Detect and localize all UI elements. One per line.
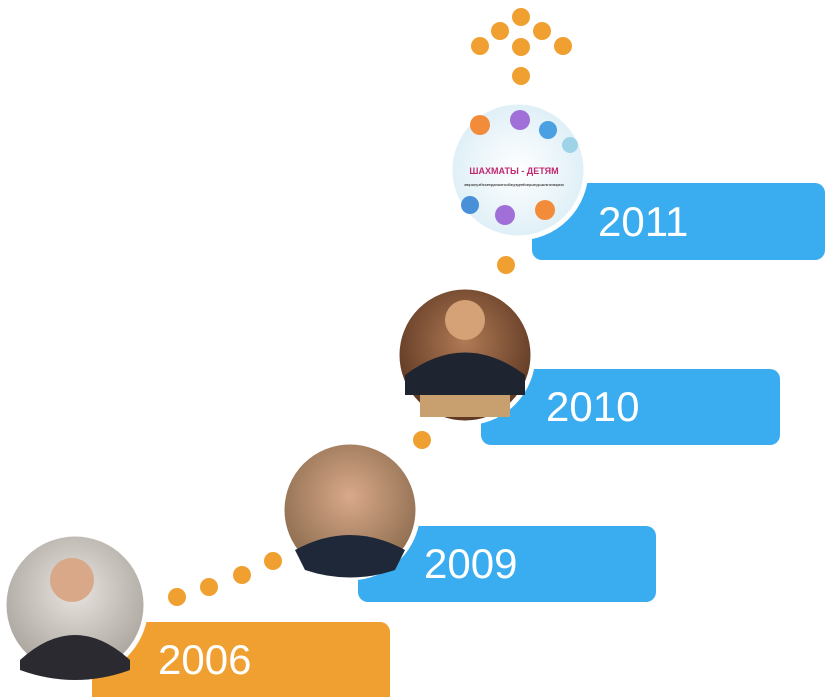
photo-detail <box>445 300 485 340</box>
year-bar <box>532 183 825 260</box>
year-label: 2006 <box>158 636 251 683</box>
photo-detail <box>20 635 130 680</box>
photo-detail <box>405 352 525 395</box>
photo-detail <box>295 535 405 578</box>
photo-detail <box>50 558 94 602</box>
year-bar <box>358 526 656 602</box>
logo-title: ШАХМАТЫ - ДЕТЯМ <box>469 166 558 176</box>
year-label: 2009 <box>424 540 517 587</box>
logo-subtitle: авторское учебно-методическое пособие дл… <box>464 182 565 187</box>
dots <box>168 8 572 606</box>
year-label: 2011 <box>598 198 688 245</box>
logo-pieces <box>461 110 578 225</box>
photo-detail <box>420 395 510 417</box>
year-bar <box>481 369 780 445</box>
year-bar <box>92 622 390 697</box>
year-label: 2010 <box>546 383 639 430</box>
